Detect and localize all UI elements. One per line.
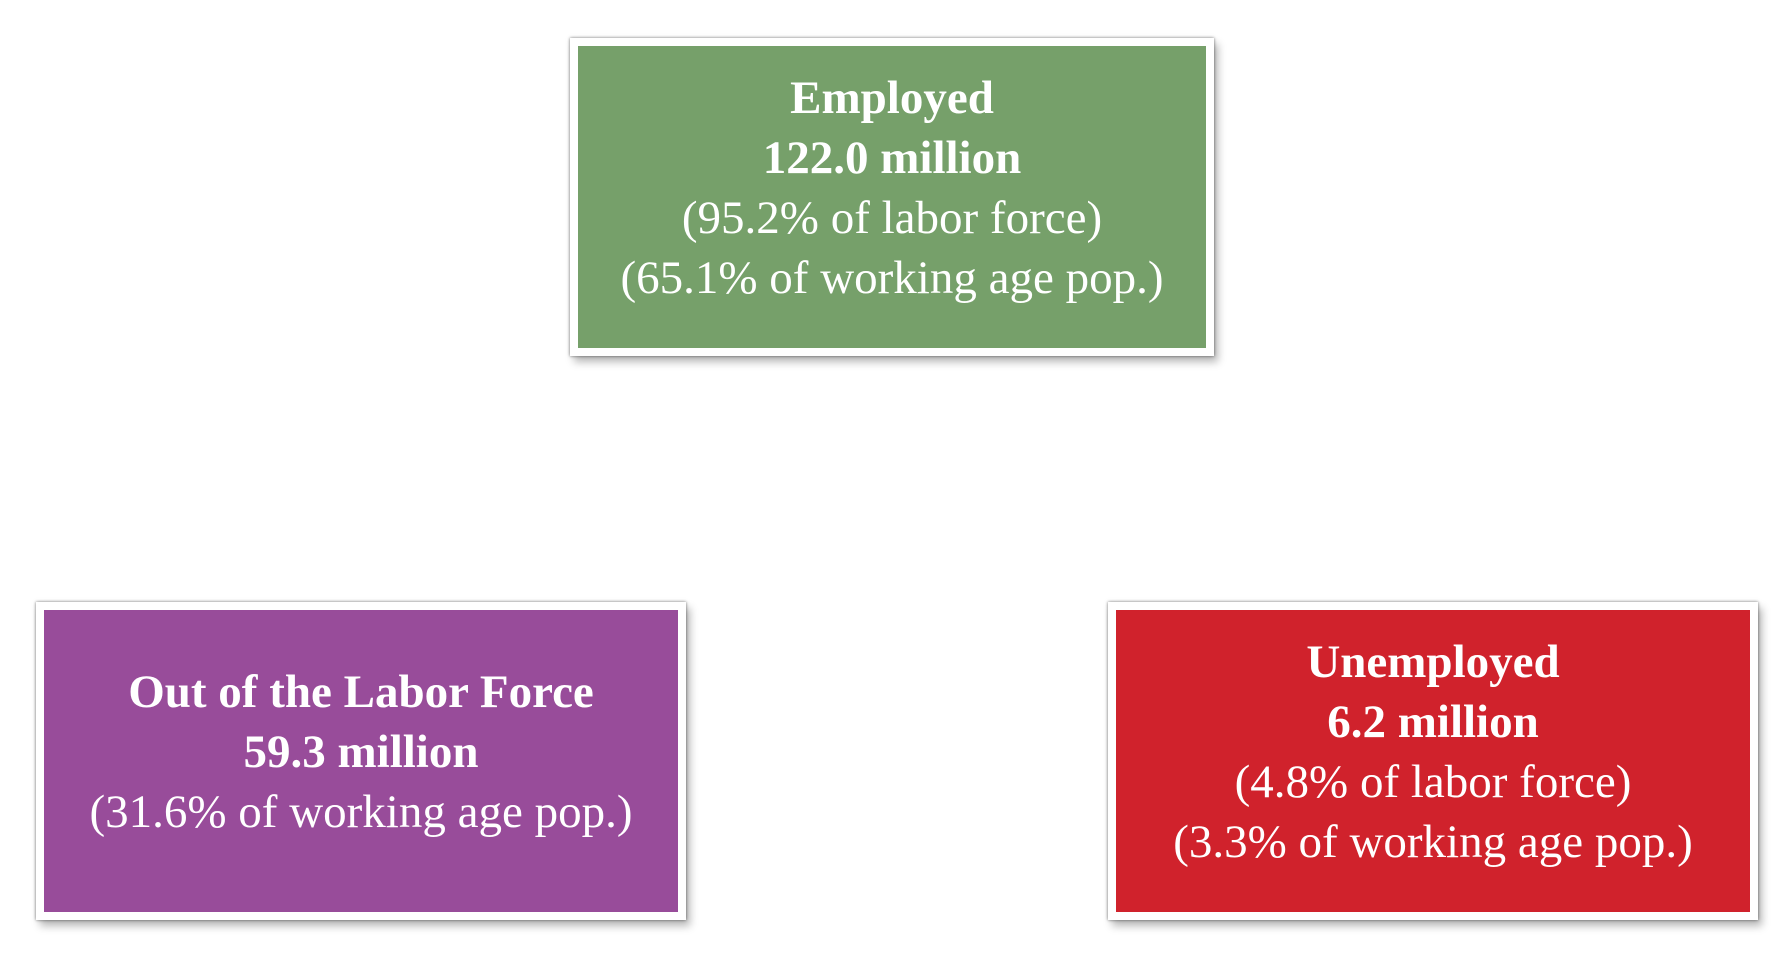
unemployed-working-age-share: (3.3% of working age pop.) xyxy=(1173,816,1693,868)
unemployed-labor-force-share: (4.8% of labor force) xyxy=(1234,756,1632,808)
employed-working-age-share: (65.1% of working age pop.) xyxy=(620,252,1164,304)
out-of-labor-force-working-age-share: (31.6% of working age pop.) xyxy=(89,786,633,838)
out-of-labor-force-title: Out of the Labor Force xyxy=(128,666,594,718)
out-of-labor-force-box: Out of the Labor Force 59.3 million (31.… xyxy=(36,602,686,920)
employed-box: Employed 122.0 million (95.2% of labor f… xyxy=(570,38,1214,356)
unemployed-amount: 6.2 million xyxy=(1327,696,1539,748)
employed-title: Employed xyxy=(790,72,994,124)
employed-amount: 122.0 million xyxy=(762,132,1022,184)
employed-labor-force-share: (95.2% of labor force) xyxy=(681,192,1103,244)
out-of-labor-force-amount: 59.3 million xyxy=(243,726,479,778)
unemployed-box: Unemployed 6.2 million (4.8% of labor fo… xyxy=(1108,602,1758,920)
unemployed-title: Unemployed xyxy=(1306,636,1560,688)
